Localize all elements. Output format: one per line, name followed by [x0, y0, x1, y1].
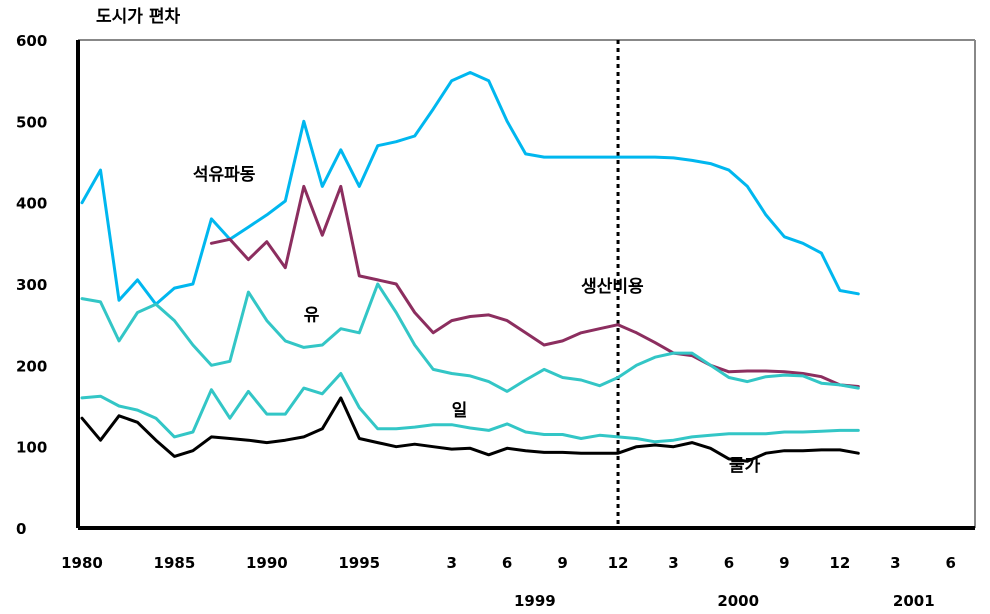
series-label: 유	[304, 306, 320, 326]
y-tick-label: 500	[16, 113, 47, 131]
x-tick-label: 9	[557, 554, 567, 572]
x-tick-label: 1995	[338, 554, 380, 572]
chart-frame: 0 100 200 300 400 500 600 1980 1985 1990 1995 3 6 9 12…	[16, 32, 976, 610]
series-line	[209, 184, 860, 388]
x-tick-label: 3	[446, 554, 456, 572]
series-label: 생산비용	[581, 277, 644, 297]
x-tick-label: 9	[779, 554, 789, 572]
x-tick-label: 6	[946, 554, 956, 572]
y-tick-label: 200	[16, 357, 47, 375]
series-label: 물가	[729, 456, 761, 476]
y-tick-label: 0	[16, 520, 26, 538]
x-tick-label: 12	[829, 554, 850, 572]
x-tick-label: 6	[724, 554, 734, 572]
x-tick-label: 6	[502, 554, 512, 572]
x-tick-label: 1985	[154, 554, 196, 572]
unit-label: 도시가 편차	[96, 7, 180, 27]
y-tick-label: 100	[16, 439, 47, 457]
x-tick-label: 3	[668, 554, 678, 572]
y-tick-label: 400	[16, 195, 47, 213]
y-tick-label: 300	[16, 276, 47, 294]
series-label: 일	[452, 401, 468, 421]
y-tick-label: 600	[16, 32, 47, 50]
year-label: 2000	[717, 592, 759, 610]
series-line	[80, 372, 860, 444]
series-line	[80, 71, 860, 306]
x-tick-label: 1980	[61, 554, 103, 572]
year-label: 2001	[893, 592, 935, 610]
series-group	[80, 71, 860, 463]
x-tick-label: 12	[608, 554, 629, 572]
series-line	[80, 282, 860, 393]
x-tick-label: 1990	[246, 554, 288, 572]
series-line	[80, 396, 860, 463]
year-label: 1999	[514, 592, 556, 610]
series-label: 석유파동	[193, 165, 256, 185]
x-tick-label: 3	[890, 554, 900, 572]
